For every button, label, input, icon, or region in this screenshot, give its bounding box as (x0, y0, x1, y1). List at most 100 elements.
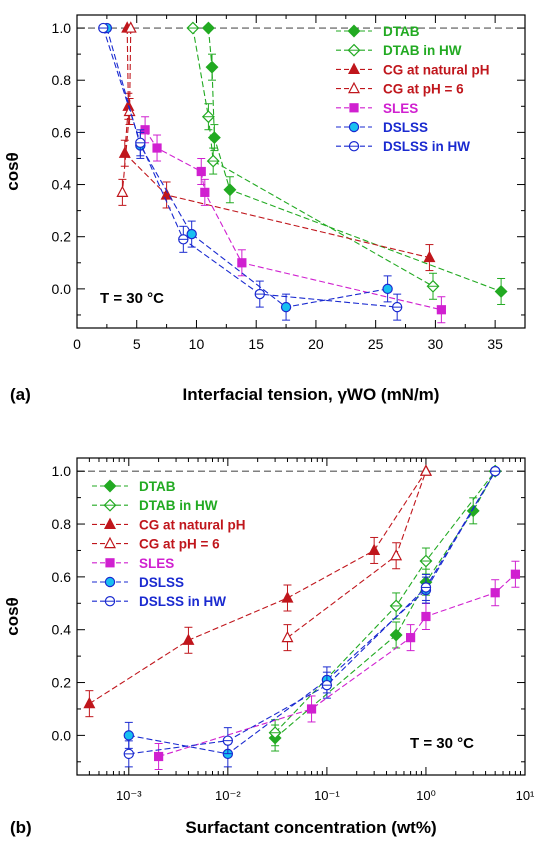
data-point (494, 285, 508, 298)
series-dslss-in-hw (123, 466, 501, 768)
legend-marker (103, 479, 117, 493)
x-tick-label: 20 (308, 336, 324, 352)
plot-frame (76, 14, 526, 329)
legend-label: CG at pH = 6 (139, 537, 220, 552)
data-point (237, 258, 247, 268)
data-point (419, 464, 432, 476)
y-tick-label: 0.0 (52, 727, 72, 743)
legend-label: DSLSS in HW (139, 594, 226, 609)
legend-marker (348, 81, 360, 94)
y-tick-label: 1.0 (52, 463, 72, 479)
data-point (510, 569, 521, 579)
legend-marker (348, 62, 360, 75)
series-cg-at-ph-6 (281, 464, 432, 652)
temperature-annotation: T = 30 °C (410, 735, 474, 752)
x-tick-label: 25 (368, 336, 384, 352)
data-point (152, 143, 162, 153)
series-line (192, 27, 434, 287)
x-tick-label: 15 (248, 336, 264, 352)
x-tick-label: 10 (189, 336, 205, 352)
x-axis-label: Interfacial tension, γWO (mN/m) (183, 385, 440, 404)
y-tick-label: 0.4 (52, 177, 72, 193)
series-dtab (201, 21, 508, 305)
data-point (466, 504, 480, 518)
y-tick-label: 0.6 (52, 569, 72, 585)
y-tick-label: 0.2 (52, 229, 72, 245)
series-line (124, 28, 430, 259)
legend-label: DTAB (383, 24, 420, 39)
data-point (196, 166, 206, 177)
series-dslss-in-hw (98, 22, 403, 321)
y-tick-label: 0.2 (52, 675, 72, 691)
data-point (389, 628, 403, 642)
legend: DTAB DTAB in HW CG at natural pH CG at pH =… (92, 479, 246, 609)
legend-label: DSLSS (139, 575, 184, 590)
panel-b: 10⁻³ 10⁻² 10⁻¹ 10⁰ 10¹ 0.0 0.2 0.4 0.6 0.8 1.0 DTAB… (3, 457, 535, 837)
legend-marker (348, 121, 360, 133)
data-point (390, 548, 403, 561)
legend-label: CG at pH = 6 (383, 82, 464, 97)
legend-label: DTAB in HW (383, 43, 462, 58)
data-point (436, 305, 446, 315)
y-tick-label: 0.4 (52, 622, 72, 638)
x-tick-label: 10⁻³ (116, 788, 142, 803)
data-point (368, 543, 381, 556)
series-dtab-in-hw (186, 21, 440, 300)
series-dtab-in-hw (268, 464, 502, 747)
data-point (160, 188, 173, 200)
y-tick-label: 0.0 (52, 281, 72, 297)
y-tick-label: 0.6 (52, 124, 72, 140)
series-line (106, 27, 388, 308)
panel-label: (a) (10, 385, 31, 404)
legend-marker (105, 558, 115, 568)
y-tick-label: 0.8 (52, 516, 72, 532)
legend-marker (104, 536, 116, 549)
x-tick-label: 10⁰ (416, 788, 436, 803)
series-sles (154, 560, 521, 771)
series-line (274, 470, 496, 734)
data-point (421, 611, 431, 622)
data-point (186, 228, 197, 240)
y-axis-label: cosθ (3, 152, 22, 190)
legend-marker (349, 103, 359, 113)
series-dslss (101, 22, 393, 321)
legend-marker (104, 517, 116, 530)
data-point (83, 696, 96, 709)
data-point (423, 250, 436, 263)
legend-label: SLES (139, 556, 174, 571)
series-sles (140, 116, 446, 324)
legend-label: SLES (383, 101, 418, 116)
data-point (200, 187, 210, 197)
data-point (182, 633, 195, 645)
x-tick-label: 5 (133, 336, 141, 352)
data-point (406, 633, 416, 643)
legend-label: DTAB in HW (139, 498, 218, 513)
y-tick-label: 1.0 (52, 20, 72, 36)
data-point (116, 185, 129, 197)
series-line (128, 470, 496, 755)
data-point (123, 730, 134, 741)
x-tick-label: 0 (73, 336, 81, 352)
data-point (118, 146, 131, 158)
series-line (128, 470, 496, 755)
data-point (280, 301, 292, 313)
panel-a: 0 5 10 15 20 25 30 350.00.20.40.60.81.0 DTABDTAB… (3, 14, 526, 404)
legend-label: DTAB (139, 479, 176, 494)
data-point (223, 183, 237, 197)
x-axis-label: Surfactant concentration (wt%) (185, 818, 436, 837)
x-tick-label: 10⁻¹ (314, 788, 340, 803)
y-axis-label: cosθ (3, 597, 22, 635)
legend: DTAB DTAB in HW CG at natural pH CG at pH =… (336, 24, 490, 154)
temperature-annotation: T = 30 °C (100, 290, 164, 307)
data-point (490, 588, 500, 598)
data-point (124, 21, 137, 33)
legend-label: CG at natural pH (383, 62, 490, 77)
data-point (281, 630, 294, 643)
data-point (281, 591, 294, 603)
y-tick-label: 0.8 (52, 72, 72, 88)
legend-marker (104, 576, 116, 588)
series-cg-at-ph-6 (116, 21, 137, 206)
plot-frame (76, 457, 526, 776)
data-point (306, 704, 317, 714)
